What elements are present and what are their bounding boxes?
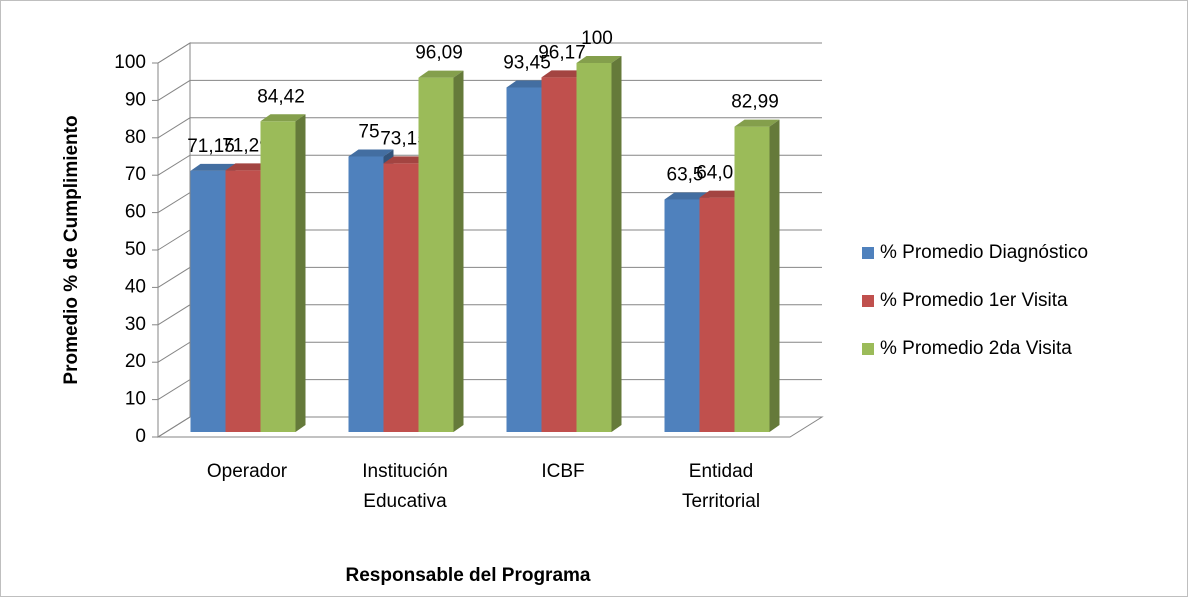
legend-label: % Promedio 1er Visita bbox=[880, 290, 1068, 311]
legend-swatch bbox=[862, 343, 874, 355]
value-label: 96,17 bbox=[538, 42, 586, 63]
y-tick-label: 10 bbox=[125, 389, 146, 410]
value-label: 100 bbox=[581, 28, 613, 49]
value-label: 63,5 bbox=[667, 165, 704, 186]
bar-top bbox=[383, 156, 429, 164]
grid-line bbox=[157, 42, 822, 64]
bar-front bbox=[506, 87, 542, 432]
bar-top bbox=[418, 70, 464, 78]
bar bbox=[418, 70, 464, 432]
bar-top bbox=[190, 163, 236, 171]
bar bbox=[576, 56, 622, 432]
x-tick-label: Entidad Territorial bbox=[681, 461, 761, 512]
bar-front bbox=[225, 170, 261, 432]
bar-top bbox=[506, 80, 552, 88]
y-tick-label: 70 bbox=[125, 164, 146, 185]
bar-front bbox=[190, 170, 226, 433]
y-tick-label: 30 bbox=[125, 314, 146, 335]
bar bbox=[734, 119, 780, 432]
y-tick-label: 80 bbox=[125, 127, 146, 148]
y-tick-label: 40 bbox=[125, 276, 146, 297]
value-label: 84,42 bbox=[257, 86, 305, 107]
bar-front bbox=[734, 126, 770, 432]
bar-front bbox=[664, 199, 700, 432]
bar-front bbox=[383, 163, 419, 432]
legend-swatch bbox=[862, 295, 874, 307]
bar-top bbox=[576, 56, 622, 63]
x-axis-title: Responsable del Programa bbox=[346, 565, 591, 586]
value-label: 71,15 bbox=[187, 136, 235, 157]
x-tick-label: Institución Educativa bbox=[362, 461, 448, 512]
bar-front bbox=[348, 156, 384, 432]
y-tick-label: 50 bbox=[125, 239, 146, 260]
x-tick-label: ICBF bbox=[541, 461, 585, 482]
bar-front bbox=[541, 77, 577, 432]
bar-front bbox=[576, 63, 612, 432]
bar-top bbox=[225, 163, 271, 171]
value-label: 82,99 bbox=[731, 92, 779, 113]
legend-label: % Promedio Diagnóstico bbox=[880, 242, 1088, 263]
value-label: 64,01 bbox=[696, 163, 744, 184]
bar-front bbox=[418, 77, 454, 432]
bar-top bbox=[260, 114, 306, 122]
value-label: 71,29 bbox=[222, 135, 270, 156]
bar bbox=[225, 163, 271, 432]
bar-top bbox=[541, 70, 587, 78]
legend-label: % Promedio 2da Visita bbox=[880, 338, 1072, 359]
value-label: 75 bbox=[358, 122, 379, 143]
bar-top bbox=[699, 190, 745, 198]
bar-side bbox=[295, 114, 306, 433]
legend-swatch bbox=[862, 247, 874, 259]
bar-front bbox=[699, 197, 735, 432]
y-tick-label: 0 bbox=[135, 426, 146, 447]
y-tick-label: 100 bbox=[114, 52, 146, 73]
value-label: 93,45 bbox=[503, 53, 551, 74]
y-tick-label: 60 bbox=[125, 202, 146, 223]
value-label: 96,09 bbox=[415, 43, 463, 64]
bar-front bbox=[260, 121, 296, 433]
bar bbox=[260, 114, 306, 433]
y-tick-label: 20 bbox=[125, 351, 146, 372]
bar-top bbox=[664, 192, 710, 200]
x-tick-label: Operador bbox=[206, 461, 288, 482]
bar-side bbox=[769, 119, 780, 432]
y-tick-label: 90 bbox=[125, 89, 146, 110]
bar-top bbox=[348, 149, 394, 157]
y-axis-title: Promedio % de Cumplimiento bbox=[61, 115, 82, 384]
bar-side bbox=[611, 56, 622, 432]
value-label: 73,15 bbox=[380, 128, 428, 149]
bar-top bbox=[734, 119, 780, 127]
bar-side bbox=[453, 70, 464, 432]
